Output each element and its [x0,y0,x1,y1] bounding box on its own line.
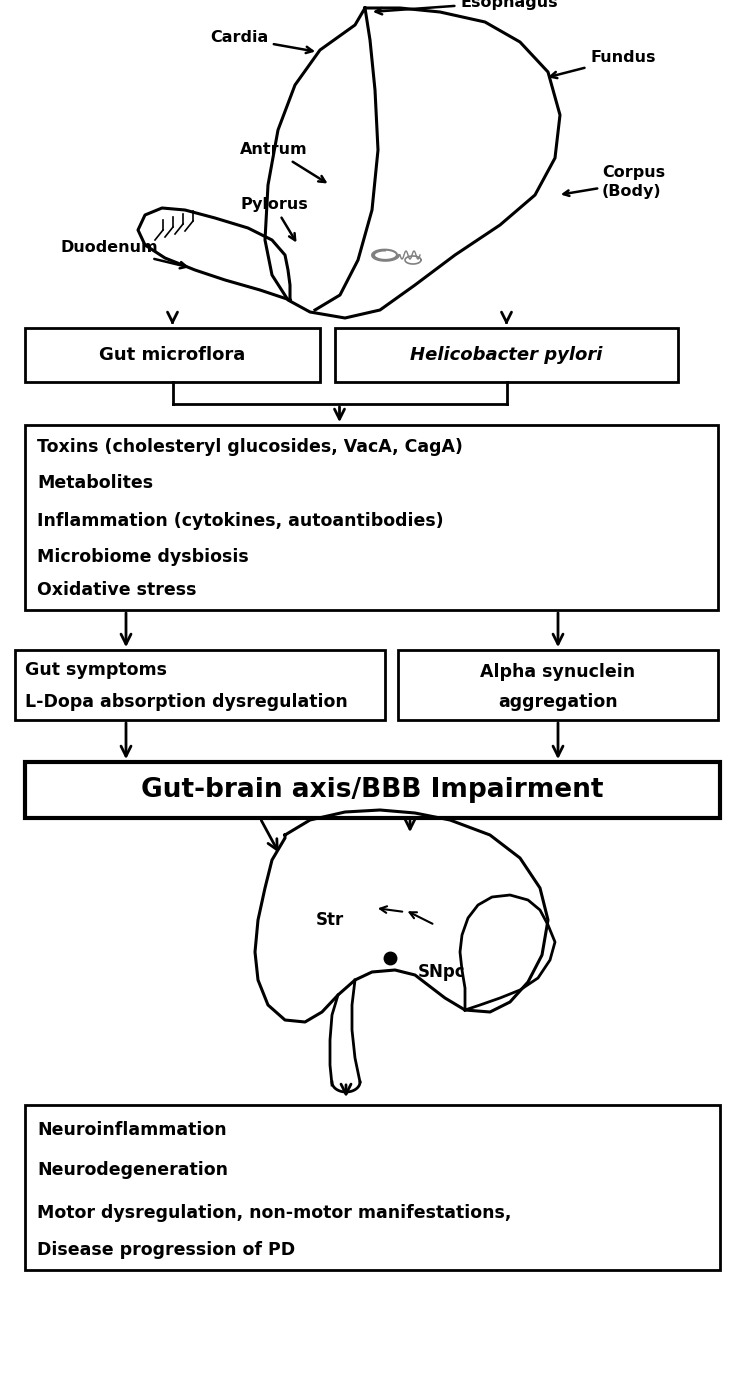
Text: Metabolites: Metabolites [37,474,153,492]
Text: Str: Str [316,911,344,929]
Text: aggregation: aggregation [498,693,618,711]
FancyBboxPatch shape [398,650,718,720]
Text: Alpha synuclein: Alpha synuclein [480,663,636,681]
FancyBboxPatch shape [335,328,678,382]
Text: Gut symptoms: Gut symptoms [25,661,167,679]
Text: Toxins (cholesteryl glucosides, VacA, CagA): Toxins (cholesteryl glucosides, VacA, Ca… [37,438,463,456]
Text: Esophagus: Esophagus [375,0,558,14]
Text: Gut-brain axis/BBB Impairment: Gut-brain axis/BBB Impairment [141,777,604,804]
Text: L-Dopa absorption dysregulation: L-Dopa absorption dysregulation [25,693,348,711]
Text: Oxidative stress: Oxidative stress [37,580,196,598]
FancyBboxPatch shape [25,328,320,382]
Text: Cardia: Cardia [210,31,313,53]
Text: SNpc: SNpc [418,963,466,981]
FancyBboxPatch shape [25,425,718,610]
Text: Motor dysregulation, non-motor manifestations,: Motor dysregulation, non-motor manifesta… [37,1204,511,1222]
Text: Corpus
(Body): Corpus (Body) [602,165,665,199]
Text: Fundus: Fundus [550,50,655,78]
Text: Gut microflora: Gut microflora [100,346,245,364]
Text: Inflammation (cytokines, autoantibodies): Inflammation (cytokines, autoantibodies) [37,512,444,530]
Text: Antrum: Antrum [240,142,325,183]
Text: Neuroinflammation: Neuroinflammation [37,1122,226,1138]
FancyBboxPatch shape [25,1105,720,1269]
Text: Helicobacter pylori: Helicobacter pylori [410,346,602,364]
FancyBboxPatch shape [15,650,385,720]
Text: Neurodegeneration: Neurodegeneration [37,1161,228,1179]
Text: Pylorus: Pylorus [240,198,308,240]
FancyBboxPatch shape [25,762,720,817]
Text: Disease progression of PD: Disease progression of PD [37,1242,295,1260]
Text: Duodenum: Duodenum [60,240,186,268]
Text: Microbiome dysbiosis: Microbiome dysbiosis [37,548,248,566]
